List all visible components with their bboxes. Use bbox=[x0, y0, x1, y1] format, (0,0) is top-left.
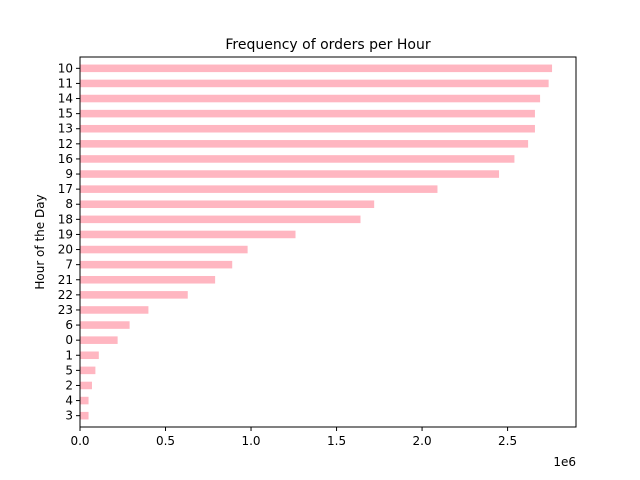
bar-hour-14 bbox=[80, 94, 541, 103]
bar-hour-21 bbox=[80, 275, 216, 284]
y-axis-label: Hour of the Day bbox=[33, 194, 47, 289]
y-tick-label: 10 bbox=[58, 61, 73, 75]
bar-hour-23 bbox=[80, 306, 149, 314]
y-tick-label: 3 bbox=[65, 409, 73, 423]
bar-hour-7 bbox=[80, 260, 233, 269]
y-tick-label: 21 bbox=[58, 273, 73, 287]
chart-title: Frequency of orders per Hour bbox=[225, 37, 430, 53]
x-tick-label: 2.5 bbox=[498, 434, 517, 448]
bar-hour-13 bbox=[80, 124, 535, 133]
y-tick-label: 7 bbox=[65, 258, 73, 272]
y-tick-label: 12 bbox=[58, 137, 73, 151]
bar-hour-2 bbox=[80, 381, 92, 390]
x-tick-label: 1.5 bbox=[327, 434, 346, 448]
bar-hour-4 bbox=[80, 396, 89, 405]
bar-hour-11 bbox=[80, 79, 549, 88]
y-tick-label: 5 bbox=[65, 363, 73, 377]
bar-hour-10 bbox=[80, 64, 553, 73]
x-tick-label: 0.0 bbox=[70, 434, 89, 448]
bar-hour-0 bbox=[80, 336, 118, 344]
y-tick-label: 17 bbox=[58, 182, 73, 196]
y-tick-label: 18 bbox=[58, 212, 73, 226]
bar-hour-8 bbox=[80, 200, 375, 209]
x-ticks-group: 0.0 0.5 1.0 1.5 2.0 2.5 bbox=[70, 427, 517, 448]
bar-hour-17 bbox=[80, 185, 438, 193]
y-tick-label: 22 bbox=[58, 288, 73, 302]
x-tick-label: 2.0 bbox=[413, 434, 432, 448]
y-tick-label: 13 bbox=[58, 122, 73, 136]
bars-group bbox=[80, 64, 553, 420]
y-tick-label: 6 bbox=[65, 318, 73, 332]
bar-hour-1 bbox=[80, 351, 99, 360]
plot-frame bbox=[79, 56, 577, 428]
bar-hour-22 bbox=[80, 291, 188, 299]
y-tick-label: 19 bbox=[58, 227, 73, 241]
y-tick-label: 2 bbox=[65, 378, 73, 392]
bar-hour-5 bbox=[80, 366, 96, 375]
y-tick-label: 0 bbox=[65, 333, 73, 347]
y-tick-label: 23 bbox=[58, 303, 73, 317]
x-tick-label: 1.0 bbox=[241, 434, 260, 448]
y-tick-label: 8 bbox=[65, 197, 73, 211]
bar-hour-18 bbox=[80, 215, 361, 224]
y-tick-label: 1 bbox=[65, 348, 73, 362]
bar-hour-19 bbox=[80, 230, 296, 239]
y-tick-label: 9 bbox=[65, 167, 73, 181]
bar-hour-16 bbox=[80, 155, 515, 163]
y-tick-label: 11 bbox=[58, 76, 73, 90]
bar-hour-6 bbox=[80, 321, 130, 329]
bar-hour-9 bbox=[80, 170, 500, 178]
y-tick-label: 16 bbox=[58, 152, 73, 166]
y-tick-label: 14 bbox=[58, 92, 73, 106]
x-tick-label: 0.5 bbox=[156, 434, 175, 448]
bar-hour-3 bbox=[80, 411, 89, 420]
y-tick-label: 4 bbox=[65, 394, 73, 408]
y-tick-label: 15 bbox=[58, 107, 73, 121]
bar-hour-20 bbox=[80, 245, 248, 254]
x-offset-label: 1e6 bbox=[553, 455, 576, 469]
bar-hour-12 bbox=[80, 140, 529, 148]
y-tick-label: 20 bbox=[58, 243, 73, 257]
bar-hour-15 bbox=[80, 109, 535, 118]
